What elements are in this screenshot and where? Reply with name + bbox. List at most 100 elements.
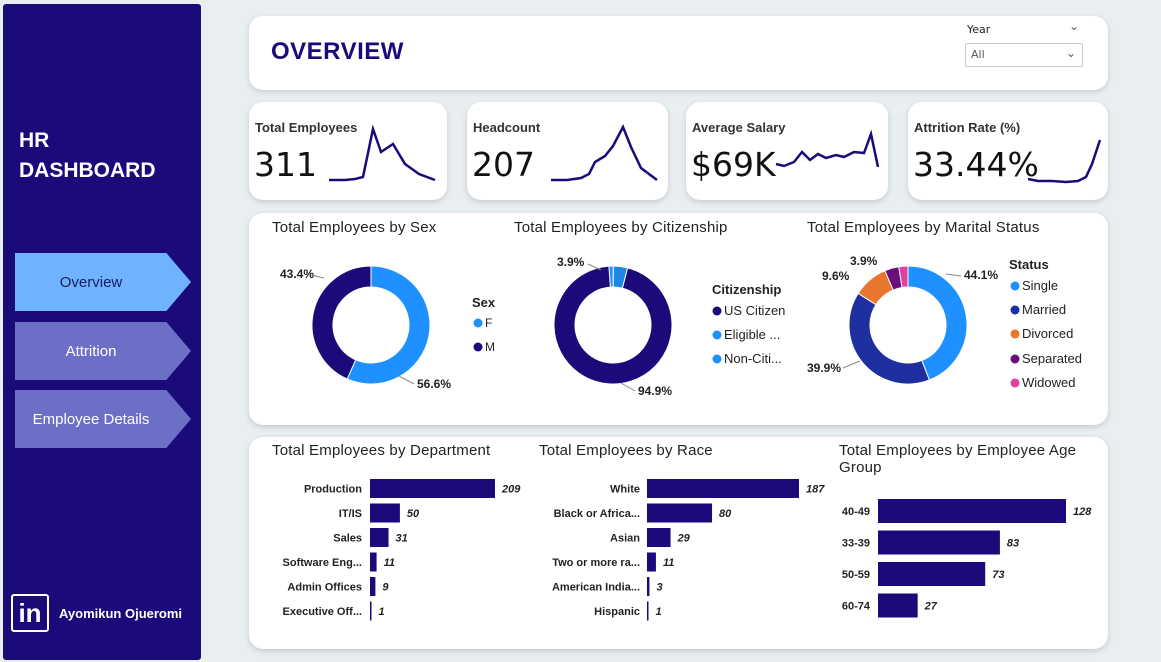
bar-category-label: Production [304, 484, 362, 496]
donut-slice[interactable] [553, 265, 673, 385]
dashboard-title-line2: DASHBOARD [19, 159, 156, 182]
legend-label-us-citizen: US Citizen [724, 303, 785, 318]
header-card: OVERVIEW Year ⌄ All ⌄ [249, 16, 1108, 90]
bar-value-label: 3 [656, 582, 662, 594]
author-footer: in Ayomikun Ojueromi [11, 594, 182, 632]
nav-employee-details-button[interactable]: Employee Details [15, 390, 191, 448]
bar-value-label: 209 [501, 484, 521, 496]
bar[interactable] [878, 530, 1000, 555]
leader-line [398, 375, 415, 385]
legend-dot-married [1010, 305, 1020, 315]
page-title: OVERVIEW [271, 38, 404, 65]
bar[interactable] [370, 577, 376, 596]
bar[interactable] [878, 499, 1066, 523]
legend-label-non-citizen: Non-Citi... [724, 351, 782, 366]
bar[interactable] [647, 479, 799, 498]
bar-value-label: 27 [924, 601, 938, 613]
legend-dot-single [1010, 281, 1020, 291]
donut-slice[interactable] [311, 265, 372, 380]
bar-value-label: 128 [1073, 506, 1092, 518]
legend-label-widowed: Widowed [1022, 375, 1075, 390]
bar-category-label: Sales [333, 533, 362, 545]
bar-value-label: 50 [407, 508, 420, 520]
legend-title-status: Status [1009, 257, 1049, 272]
donut-slice[interactable] [898, 265, 909, 289]
bar-value-label: 1 [656, 606, 662, 618]
sparkline [775, 129, 880, 168]
donut-slice[interactable] [848, 292, 931, 385]
donut-slice[interactable] [346, 265, 431, 385]
kpi-card-average-salary: Average Salary $69K [686, 102, 888, 200]
sparkline-line [329, 124, 436, 182]
bar[interactable] [878, 562, 986, 586]
kpi-value: 311 [254, 145, 317, 184]
year-filter-select[interactable]: All ⌄ [965, 43, 1083, 67]
legend-label-married: Married [1022, 302, 1066, 317]
legend-label-eligible: Eligible ... [724, 327, 780, 342]
bar-value-label: 31 [396, 533, 408, 545]
chart-title-marital-status: Total Employees by Marital Status [807, 219, 1040, 236]
year-filter-value: All [971, 48, 985, 61]
leader-line [620, 382, 636, 392]
bar-category-label: 40-49 [842, 506, 870, 518]
bar[interactable] [647, 601, 649, 621]
nav-overview-button[interactable]: Overview [15, 253, 191, 311]
bar[interactable] [878, 593, 918, 618]
sparkline-line [551, 124, 658, 182]
bar-value-label: 83 [1007, 538, 1019, 550]
donut-charts: 43.4% 56.6% Sex F M 3.9% 94.9% Citizensh… [280, 254, 1082, 398]
donut-slice[interactable] [907, 265, 968, 381]
legend-label-separated: Separated [1022, 351, 1082, 366]
bar-category-label: Two or more ra... [552, 557, 640, 569]
nav-overview-label: Overview [59, 273, 123, 291]
bar-value-label: 11 [384, 557, 395, 569]
bar-value-label: 29 [677, 533, 691, 545]
slice-label: 44.1% [964, 268, 998, 282]
dashboard-title-line1: HR [19, 129, 50, 152]
bar[interactable] [370, 552, 377, 572]
bar-value-label: 80 [719, 508, 732, 520]
bar[interactable] [370, 528, 389, 547]
legend-dot-m [473, 342, 483, 352]
bar-value-label: 73 [992, 569, 1004, 581]
legend-dot-widowed [1010, 378, 1020, 388]
nav-attrition-button[interactable]: Attrition [15, 322, 191, 380]
donut-sex [311, 265, 431, 385]
author-name: Ayomikun Ojueromi [59, 605, 183, 621]
kpi-value: 33.44% [913, 145, 1039, 184]
slice-label: 9.6% [822, 269, 850, 283]
kpi-card-total-employees: Total Employees 311 [249, 102, 447, 200]
chevron-down-icon[interactable]: ⌄ [1069, 19, 1080, 33]
chart-title-race: Total Employees by Race [539, 442, 713, 459]
legend-dot-us-citizen [712, 306, 722, 316]
sparkline [329, 124, 436, 182]
kpi-label: Total Employees [255, 120, 358, 135]
bar[interactable] [370, 601, 372, 621]
bar[interactable] [370, 479, 495, 498]
donut-marital-status [848, 265, 968, 385]
legend-label-f: F [485, 316, 492, 330]
legend-title-sex: Sex [472, 295, 496, 310]
legend-label-divorced: Divorced [1022, 326, 1073, 341]
bar[interactable] [370, 503, 400, 523]
bar[interactable] [647, 528, 671, 547]
bar[interactable] [647, 577, 650, 596]
bar[interactable] [647, 552, 656, 572]
bar-category-label: IT/IS [339, 508, 362, 520]
slice-label: 43.4% [280, 267, 314, 281]
slice-label: 3.9% [557, 255, 585, 269]
leader-line [842, 360, 861, 369]
linkedin-icon[interactable]: in [11, 594, 49, 632]
bar[interactable] [647, 503, 713, 523]
slice-label: 94.9% [638, 384, 672, 398]
kpi-label: Average Salary [692, 120, 786, 135]
bar-category-label: American India... [552, 582, 640, 594]
sparkline [1027, 139, 1102, 184]
slice-label: 56.6% [417, 377, 451, 391]
kpi-value: $69K [691, 145, 776, 184]
year-filter-label: Year [967, 23, 991, 36]
bar-category-label: White [610, 484, 640, 496]
slice-label: 3.9% [850, 254, 878, 268]
kpi-label: Attrition Rate (%) [914, 120, 1021, 135]
